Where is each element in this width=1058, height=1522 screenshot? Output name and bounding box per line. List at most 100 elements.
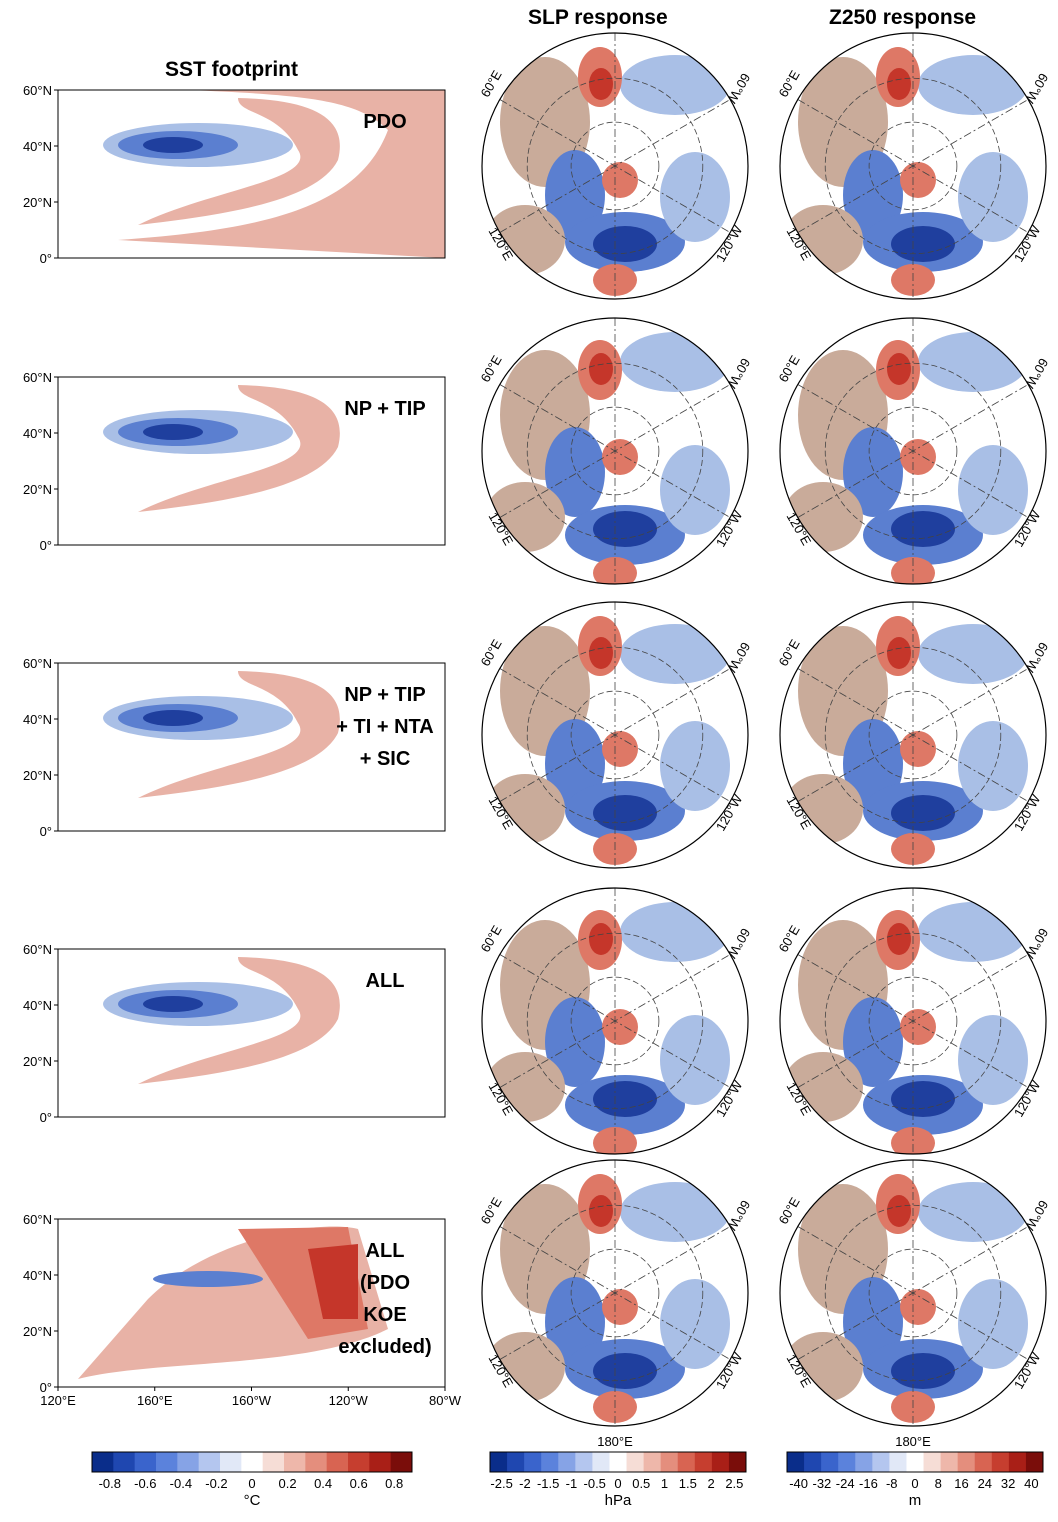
polar-label-60e: 60°E: [776, 922, 803, 954]
anomaly-core: [887, 637, 911, 669]
anomaly-blob: [545, 997, 605, 1087]
colorbar-swatch: [838, 1452, 856, 1472]
colorbar-swatch: [1025, 1452, 1044, 1472]
anomaly-core: [589, 637, 613, 669]
row-label: NP + TIP: [344, 398, 425, 420]
slp-colorbar-unit: hPa: [604, 1492, 632, 1509]
colorbar-swatch: [906, 1452, 925, 1472]
colorbar-swatch: [177, 1452, 200, 1472]
lon-tick-label: 120°W: [329, 1393, 369, 1408]
lon-tick-label: 80°W: [429, 1393, 462, 1408]
sst-panel-4: 60°N 40°N 20°N 0° ALL: [23, 942, 446, 1125]
anomaly-blob: [660, 1279, 730, 1369]
sst-colorbar-tick-label: 0.2: [278, 1476, 297, 1491]
anomaly-blob: [602, 1009, 638, 1045]
lat-tick-label: 0°: [40, 251, 52, 266]
z250-colorbar-tick-label: 16: [954, 1476, 969, 1491]
sst-colorbar-tick-label: -0.6: [134, 1476, 157, 1491]
anomaly-blob: [660, 721, 730, 811]
colorbar-swatch: [694, 1452, 713, 1472]
polar-frame: [779, 1159, 1047, 1427]
lat-tick-label: 60°N: [23, 942, 52, 957]
colorbar-swatch: [626, 1452, 645, 1472]
anomaly-blob: [660, 445, 730, 535]
colorbar-swatch: [889, 1452, 907, 1472]
sst-colorbar-tick-label: 0: [248, 1476, 256, 1491]
z250-colorbar-tick-label: -40: [789, 1476, 809, 1491]
colorbar-swatch: [305, 1452, 328, 1472]
polar-label-60e: 60°E: [776, 636, 803, 668]
row-label: + SIC: [360, 748, 411, 770]
polar-label-60e: 60°E: [478, 67, 505, 99]
anomaly-blob: [602, 439, 638, 475]
anomaly-blob: [891, 1127, 935, 1154]
lat-tick-label: 0°: [40, 1380, 52, 1395]
anomaly-core: [891, 1081, 955, 1117]
polar-frame: [779, 317, 1047, 585]
anomaly-core: [589, 353, 613, 385]
colorbar-swatch: [390, 1452, 413, 1472]
z250-column-title: Z250 response: [829, 6, 977, 29]
row-label: excluded): [338, 1336, 431, 1358]
lon-tick-label: 160°E: [137, 1393, 173, 1408]
meridian: [797, 384, 1029, 518]
anomaly-blob: [900, 731, 936, 767]
sst-frame: [57, 662, 446, 832]
anomaly-blob: [620, 1182, 730, 1242]
anomaly-blob: [918, 1182, 1028, 1242]
anomaly-blob: [660, 152, 730, 242]
lat-tick-label: 40°N: [23, 1268, 52, 1283]
colorbar-swatch: [872, 1452, 890, 1472]
warm-horseshoe: [138, 385, 340, 512]
z250-colorbar-tick-label: 24: [977, 1476, 993, 1491]
anomaly-blob: [545, 427, 605, 517]
anomaly-blob: [958, 445, 1028, 535]
anomaly-core: [891, 511, 955, 547]
z250-colorbar-tick-label: 32: [1000, 1476, 1016, 1491]
colorbar-swatch: [558, 1452, 576, 1472]
lat-tick-label: 60°N: [23, 370, 52, 385]
colorbar-swatch: [660, 1452, 679, 1472]
lat-tick-label: 40°N: [23, 998, 52, 1013]
warm-background: [118, 949, 445, 1117]
warm-max: [308, 1244, 358, 1319]
anomaly-blob: [891, 557, 935, 584]
anomaly-blob: [843, 719, 903, 809]
sst-frame: [57, 948, 446, 1118]
polar-frame: [481, 317, 749, 585]
colorbar-swatch: [134, 1452, 157, 1472]
colorbar-swatch: [974, 1452, 993, 1472]
polar-frame: [481, 887, 749, 1155]
sst-colorbar-tick-label: 0.8: [385, 1476, 404, 1491]
anomaly-blob: [900, 439, 936, 475]
colorbar-swatch: [787, 1452, 805, 1472]
colorbar-swatch: [677, 1452, 696, 1472]
colorbar-swatch: [923, 1452, 942, 1472]
anomaly-core: [589, 923, 613, 955]
z250-colorbar-tick-label: -8: [885, 1476, 898, 1491]
colorbar-swatch: [156, 1452, 178, 1472]
warm-background: [118, 377, 445, 545]
slp-colorbar-tick-label: -0.5: [583, 1476, 606, 1491]
meridian: [499, 954, 731, 1088]
lat-tick-label: 20°N: [23, 1054, 52, 1069]
anomaly-blob: [900, 162, 936, 198]
sst-colorbar-tick-label: 0.4: [314, 1476, 333, 1491]
anomaly-blob: [918, 55, 1028, 115]
anomaly-core: [891, 226, 955, 262]
colorbar-swatch: [241, 1452, 264, 1472]
polar-frame: [481, 601, 749, 869]
sst-colorbar-tick-label: 0.6: [349, 1476, 368, 1491]
slp-colorbar-tick-label: 1: [660, 1476, 669, 1491]
polar-label-60e: 60°E: [478, 1194, 505, 1226]
colorbar-swatch: [804, 1452, 822, 1472]
anomaly-blob: [958, 721, 1028, 811]
z250-colorbar-tick-label: -16: [859, 1476, 878, 1491]
lat-tick-label: 20°N: [23, 1324, 52, 1339]
colorbar-swatch: [524, 1452, 542, 1472]
lat-tick-label: 0°: [40, 1110, 52, 1125]
